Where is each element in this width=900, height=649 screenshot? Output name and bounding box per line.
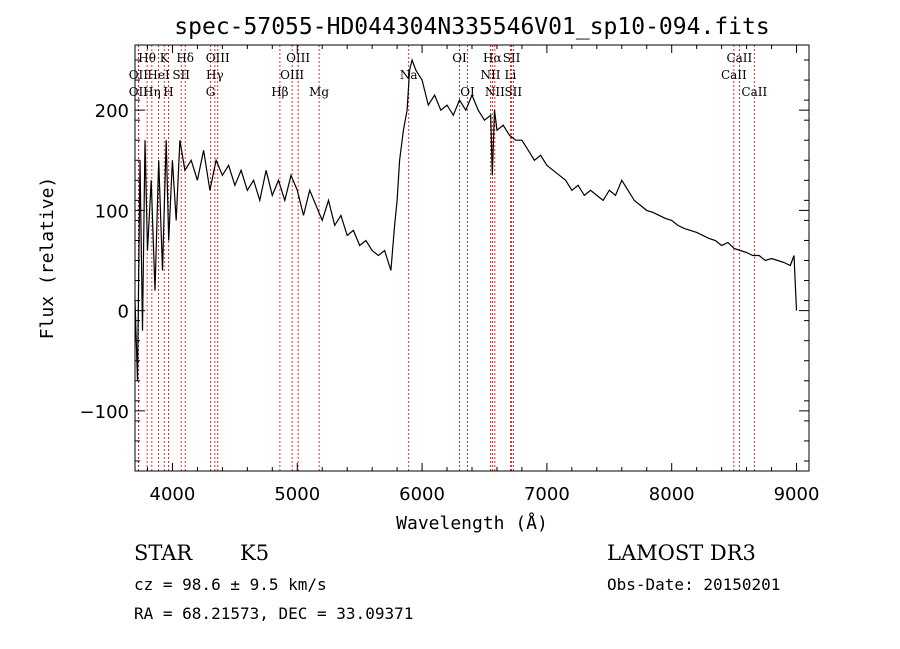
spectral-line-label: Hγ (206, 68, 224, 82)
x-tick-label: 8000 (649, 484, 695, 505)
spectral-line-label: NII (480, 68, 500, 82)
spectral-line-label: SII (172, 68, 190, 82)
ra-dec: RA = 68.21573, DEC = 33.09371 (134, 604, 413, 623)
spectral-line-label: SII (504, 85, 522, 99)
spectral-line-label: OIII (280, 68, 304, 82)
spectral-line-label: Li (505, 68, 517, 82)
x-tick-label: 9000 (774, 484, 820, 505)
x-tick-label: 5000 (274, 484, 320, 505)
x-tick-label: 7000 (524, 484, 570, 505)
flux-series-line (134, 57, 798, 381)
spectral-line-label: OI (452, 51, 467, 65)
spectral-line-markers (137, 45, 755, 471)
spectral-line-label: HeI (147, 68, 170, 82)
spectral-line-label: Hα (483, 51, 502, 65)
spectral-line-label: G (206, 85, 216, 99)
spectral-line-label: CaII (726, 51, 752, 65)
y-axis-label: Flux (relative) (37, 177, 58, 340)
spectral-line-label: Hη (143, 85, 161, 99)
spectral-line-label: H (163, 85, 173, 99)
spectral-line-label: OII (129, 68, 149, 82)
y-axis-ticks: −100 0 100 200 (80, 59, 809, 462)
y-tick-label: 0 (118, 302, 129, 323)
object-class: STAR (134, 541, 193, 565)
y-tick-label: 100 (95, 201, 129, 222)
spectral-line-label: OII (129, 85, 149, 99)
observation-date: Obs-Date: 20150201 (607, 575, 780, 594)
spectral-line-label: Hθ (138, 51, 156, 65)
spectral-line-label: Hδ (176, 51, 194, 65)
x-axis-label: Wavelength (Å) (396, 512, 548, 534)
spectral-line-label: SII (503, 51, 521, 65)
spectral-line-label: K (160, 51, 170, 65)
redshift-cz: cz = 98.6 ± 9.5 km/s (134, 575, 327, 594)
spectral-line-label: OIII (286, 51, 310, 65)
spectral-line-label: OIII (206, 51, 230, 65)
plot-frame (134, 44, 810, 472)
spectral-line-label: Hβ (271, 85, 288, 99)
spectral-line-label: Mg (309, 85, 329, 99)
x-axis-ticks: 4000 5000 6000 7000 8000 9000 (146, 45, 820, 505)
y-tick-label: 200 (95, 101, 129, 122)
object-subclass: K5 (240, 541, 269, 565)
x-tick-label: 6000 (399, 484, 445, 505)
x-tick-label: 4000 (150, 484, 196, 505)
survey-name: LAMOST DR3 (607, 541, 756, 565)
y-tick-label: −100 (80, 402, 129, 423)
spectral-line-label: NII (485, 85, 505, 99)
spectral-line-label: CaII (741, 85, 767, 99)
chart-title: spec-57055-HD044304N335546V01_sp10-094.f… (174, 14, 769, 40)
spectral-line-label: CaII (721, 68, 747, 82)
